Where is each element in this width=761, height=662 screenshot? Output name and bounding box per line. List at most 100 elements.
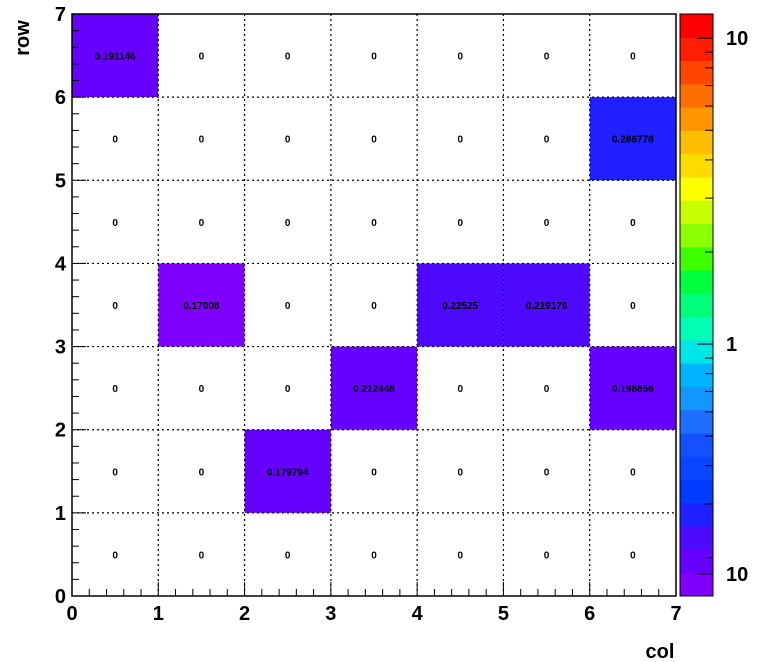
y-tick-label: 4 <box>55 253 67 275</box>
heatmap-cell <box>589 97 676 181</box>
cell-value-label: 0 <box>371 301 377 312</box>
heatmap-cell <box>589 346 676 430</box>
cell-value-label: 0 <box>199 550 205 561</box>
cell-value-label: 0 <box>544 52 550 63</box>
cell-value-label: 0 <box>371 550 377 561</box>
cell-value-label: 0 <box>371 218 377 229</box>
colorbar-frame <box>679 13 714 597</box>
colorbar-segment <box>680 223 713 248</box>
colorbar-tick-label: 1 <box>726 334 737 356</box>
cell-value-label: 0 <box>285 550 291 561</box>
cell-value-label: 0 <box>112 384 118 395</box>
colorbar-segment <box>680 246 713 271</box>
x-tick-label: 1 <box>153 603 164 625</box>
y-axis-label: row <box>12 20 34 56</box>
x-tick-label: 5 <box>498 603 509 625</box>
cell-value-label: 0 <box>199 52 205 63</box>
y-tick-label: 7 <box>55 4 66 26</box>
cell-value-labels: 0 0 0 0 0 0 0 0 0 0.179794 0 0 0 0 0 0 0 0.212448 0 0 0.1988… <box>95 52 655 562</box>
cell-value-label: 0 <box>199 135 205 146</box>
cell-value-label: 0 <box>458 52 464 63</box>
colorbar-segment <box>680 37 713 62</box>
colorbar-segment <box>680 572 713 597</box>
cell-value-label: 0 <box>371 135 377 146</box>
colorbar-segment <box>680 293 713 318</box>
x-tick-label: 0 <box>66 603 77 625</box>
colorbar-segment <box>680 502 713 527</box>
cell-value-label: 0.219176 <box>526 301 568 312</box>
cell-value-label: 0 <box>544 384 550 395</box>
colorbar-segment <box>680 409 713 434</box>
cell-value-label: 0 <box>285 52 291 63</box>
colorbar: 10 1 10 <box>679 13 748 597</box>
colorbar-segment <box>680 176 713 201</box>
cell-value-label: 0.212448 <box>353 384 395 395</box>
heatmap-cell <box>158 263 245 347</box>
x-tick-label: 7 <box>670 603 681 625</box>
y-tick-label: 6 <box>55 87 66 109</box>
cell-value-label: 0 <box>285 384 291 395</box>
cell-value-label: 0.198856 <box>612 384 654 395</box>
cell-value-label: 0.286778 <box>612 135 654 146</box>
heatmap-cell <box>417 263 504 347</box>
cell-value-label: 0 <box>630 550 636 561</box>
cell-value-label: 0.179794 <box>267 467 309 478</box>
y-tick-label: 0 <box>55 586 66 608</box>
cell-value-label: 0 <box>458 550 464 561</box>
x-tick-label: 3 <box>325 603 336 625</box>
cell-value-label: 0 <box>458 135 464 146</box>
cell-value-label: 0 <box>285 301 291 312</box>
colorbar-segment <box>680 60 713 85</box>
cell-value-label: 0 <box>199 384 205 395</box>
cell-value-label: 0 <box>544 135 550 146</box>
y-tick-label: 5 <box>55 170 66 192</box>
cell-value-label: 0 <box>285 135 291 146</box>
y-tick-label: 2 <box>55 420 66 442</box>
colorbar-segment <box>680 200 713 225</box>
colorbar-segment <box>680 83 713 108</box>
colorbar-segment <box>680 130 713 155</box>
colorbar-segment <box>680 363 713 387</box>
colorbar-segment <box>680 14 713 38</box>
heatmap-cell <box>244 429 331 513</box>
colorbar-segment <box>680 316 713 341</box>
colorbar-segment <box>680 433 713 457</box>
colorbar-segment <box>680 107 713 131</box>
plot-frame <box>71 13 677 597</box>
cell-value-label: 0 <box>630 218 636 229</box>
cell-value-label: 0 <box>112 301 118 312</box>
colorbar-segment <box>680 479 713 504</box>
cell-value-label: 0 <box>112 550 118 561</box>
colorbar-segment <box>680 456 713 481</box>
heatmap-cells <box>72 14 676 513</box>
heatmap-cell <box>330 346 418 430</box>
cell-value-label: 0 <box>458 218 464 229</box>
cell-value-label: 0 <box>371 467 377 478</box>
cell-value-label: 0 <box>544 550 550 561</box>
colorbar-segment <box>680 526 713 550</box>
x-tick-label: 6 <box>584 603 595 625</box>
cell-value-label: 0.17008 <box>183 301 220 312</box>
cell-value-label: 0 <box>371 52 377 63</box>
y-tick-label: 1 <box>55 503 66 525</box>
colorbar-tick-label: 10 <box>726 564 748 586</box>
cell-value-label: 0 <box>544 218 550 229</box>
cell-value-label: 0 <box>285 218 291 229</box>
cell-value-label: 0 <box>544 467 550 478</box>
colorbar-segment <box>680 339 713 364</box>
x-tick-label: 2 <box>239 603 250 625</box>
colorbar-segment <box>680 153 713 178</box>
cell-value-label: 0 <box>112 218 118 229</box>
cell-value-label: 0 <box>630 301 636 312</box>
colorbar-tick-label: 10 <box>726 28 748 50</box>
axes: 0 1 2 3 4 5 6 7 0 1 2 3 4 5 6 7 <box>55 4 682 625</box>
grid-lines <box>72 14 676 596</box>
x-axis-label: col <box>646 641 675 662</box>
colorbar-segment <box>680 270 713 294</box>
x-tick-label: 4 <box>412 603 424 625</box>
heatmap-cell <box>72 14 159 98</box>
cell-value-label: 0.191146 <box>95 52 137 63</box>
y-tick-label: 3 <box>55 337 66 359</box>
cell-value-label: 0 <box>458 467 464 478</box>
